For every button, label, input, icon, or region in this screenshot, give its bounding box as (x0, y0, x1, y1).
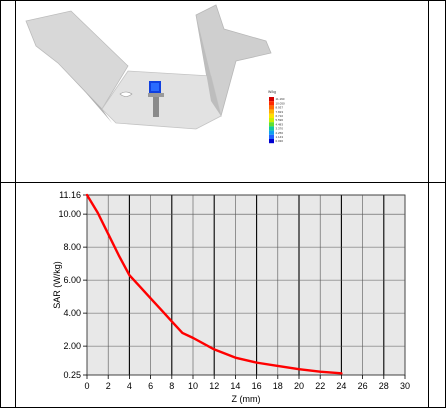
sar-data-point (128, 274, 131, 277)
sar-data-point (149, 297, 152, 300)
legend-value: 0.030 (276, 139, 284, 143)
device-holder-clamp (148, 93, 164, 97)
y-tick-label: 11.16 (59, 190, 81, 200)
x-tick-label: 24 (336, 381, 346, 391)
legend-swatch (269, 113, 274, 118)
legend-swatch (269, 126, 274, 131)
legend-swatch (269, 105, 274, 110)
legend-value: 2.256 (276, 131, 284, 135)
sar-data-point (107, 233, 110, 235)
y-tick-label: 10.00 (58, 209, 81, 219)
x-axis-label: Z (mm) (232, 394, 261, 404)
legend-value: 1.143 (276, 135, 284, 139)
plot-area (86, 194, 406, 376)
sar-data-point (96, 211, 99, 214)
sar-data-point (170, 320, 173, 323)
sar-vs-z-chart: 11.16 10.00 8.00 6.00 4.00 2.00 0.25 0 2 4 6 8 10 12… (16, 183, 427, 405)
x-tick-label: 18 (273, 381, 283, 391)
sar-data-point (298, 368, 300, 371)
legend-swatch (269, 139, 274, 144)
x-tick-label: 16 (252, 381, 262, 391)
legend-swatch (269, 109, 274, 114)
x-tick-label: 20 (294, 381, 304, 391)
legend-value: 3.370 (276, 127, 284, 131)
legend-value: 5.596 (276, 118, 284, 122)
y-tick-label: 6.00 (63, 275, 81, 285)
legend-title: W/kg (268, 90, 276, 94)
sar-series-line (85, 193, 343, 375)
sar-data-point (192, 336, 194, 339)
y-tick-label: 8.00 (63, 242, 81, 252)
x-axis-ticks: 0 2 4 6 8 10 12 14 16 18 20 22 24 26 28 30 (84, 375, 410, 391)
device-holder-post (153, 95, 159, 117)
row-divider (0, 182, 446, 183)
legend-value: 10.050 (276, 101, 286, 105)
x-tick-label: 30 (400, 381, 410, 391)
right-margin-divider (428, 0, 429, 408)
sar-3d-distribution-image: W/kg 11.160 10.050 8.937 7.823 6.710 5.596 4.48… (16, 1, 427, 181)
y-tick-label: 0.25 (63, 370, 81, 380)
sar-data-point (117, 254, 120, 257)
sar-data-point (255, 361, 258, 364)
sar-data-point (181, 332, 184, 334)
x-tick-label: 8 (169, 381, 174, 391)
legend-value: 4.483 (276, 122, 284, 126)
phantom-render: W/kg11.16010.0508.9377.8236.7105.5964.48… (25, 4, 286, 144)
y-tick-label: 4.00 (63, 308, 81, 318)
legend-value: 7.823 (276, 110, 284, 114)
legend-swatch (269, 118, 274, 123)
grid-lines (86, 194, 406, 376)
legend-value: 8.937 (276, 106, 284, 110)
sar-hotspot-core (151, 83, 159, 91)
sar-data-point (340, 372, 343, 375)
x-tick-label: 10 (188, 381, 198, 391)
legend-swatch (269, 122, 274, 127)
legend-value: 6.710 (276, 114, 284, 118)
phantom-notch (119, 91, 133, 97)
x-tick-label: 26 (358, 381, 368, 391)
legend-value: 11.160 (276, 97, 285, 101)
x-tick-label: 6 (148, 381, 153, 391)
sar-data-point (276, 365, 279, 367)
left-margin-divider (15, 0, 16, 408)
color-scale-legend: W/kg11.16010.0508.9377.8236.7105.5964.48… (268, 90, 286, 144)
x-tick-label: 22 (315, 381, 325, 391)
y-tick-label: 2.00 (63, 341, 81, 351)
legend-swatch (269, 101, 274, 106)
sar-data-point (139, 285, 141, 288)
sar-data-point (213, 348, 216, 351)
sar-data-point (234, 356, 237, 359)
series-group (85, 193, 343, 375)
sar-data-point (86, 194, 88, 196)
legend-swatch (269, 130, 274, 135)
y-axis-ticks: 11.16 10.00 8.00 6.00 4.00 2.00 0.25 (58, 190, 87, 380)
x-tick-label: 2 (106, 381, 111, 391)
legend-swatch (269, 134, 274, 139)
x-tick-label: 0 (84, 381, 89, 391)
x-tick-label: 4 (127, 381, 132, 391)
y-axis-label: SAR (W/kg) (52, 261, 62, 309)
legend-swatch (269, 97, 274, 102)
x-tick-label: 28 (379, 381, 389, 391)
x-tick-label: 12 (209, 381, 219, 391)
sar-data-point (319, 370, 322, 373)
x-tick-label: 14 (230, 381, 240, 391)
sar-data-point (160, 308, 163, 311)
